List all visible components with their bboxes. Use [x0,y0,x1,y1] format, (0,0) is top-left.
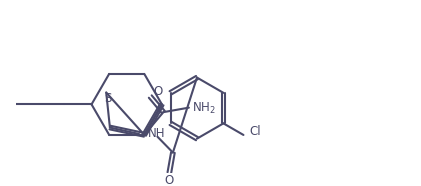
Text: S: S [104,92,112,105]
Text: O: O [165,174,174,186]
Text: NH$_2$: NH$_2$ [192,101,216,116]
Text: Cl: Cl [249,125,261,138]
Text: NH: NH [148,127,166,140]
Text: O: O [153,85,162,98]
